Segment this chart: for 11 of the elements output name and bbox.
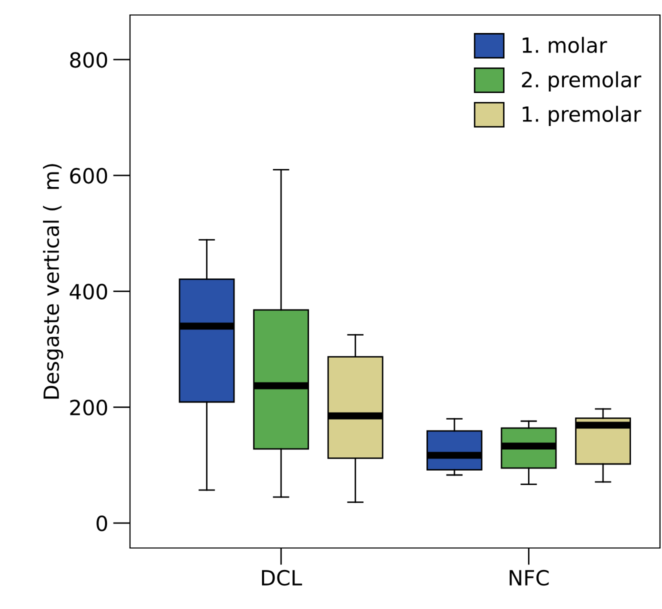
y-tick-label: 200 <box>70 400 108 416</box>
y-tick-label: 600 <box>70 168 108 184</box>
legend-label: 1. molar <box>522 36 608 54</box>
x-tick-label: NFC <box>510 570 549 586</box>
y-tick-label: 400 <box>70 284 108 300</box>
legend-label: 2. premolar <box>522 71 642 92</box>
y-tick-label: 0 <box>96 516 108 532</box>
x-tick-label: DCL <box>262 570 302 586</box>
y-tick-label: 800 <box>70 52 108 68</box>
y-axis-title: Desgaste vertical ( m) <box>42 164 64 399</box>
legend-label: 1. premolar <box>522 106 642 126</box>
